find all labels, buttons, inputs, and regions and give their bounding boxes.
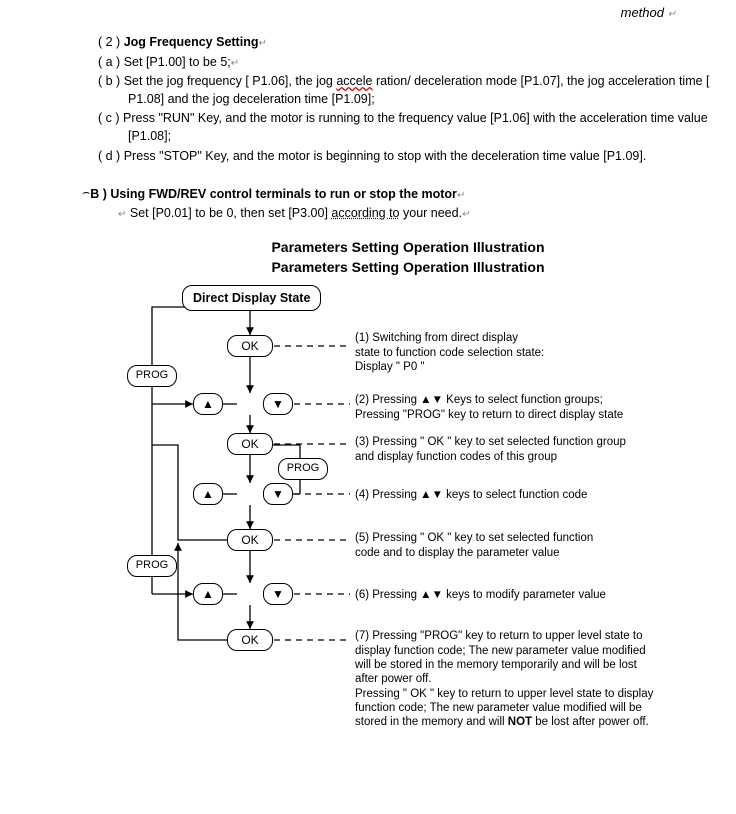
desc-5: (5) Pressing " OK " key to set selected … <box>355 531 655 560</box>
box-ok-3: OK <box>227 529 273 551</box>
sec2-title: Jog Frequency Setting <box>124 35 259 49</box>
box-up-1: ▲ <box>193 393 223 415</box>
desc-3: (3) Pressing " OK " key to set selected … <box>355 435 655 464</box>
box-ok-4: OK <box>227 629 273 651</box>
desc-4: (4) Pressing ▲▼ keys to select function … <box>355 488 655 502</box>
flowchart: Direct Display State OK PROG ▲ ▼ OK PROG… <box>10 285 718 785</box>
item-b: ( b ) Set the jog frequency [ P1.06], th… <box>98 72 718 108</box>
desc-2: (2) Pressing ▲▼ Keys to select function … <box>355 393 655 422</box>
box-direct-display: Direct Display State <box>182 285 321 311</box>
box-prog-left-1: PROG <box>127 365 177 387</box>
box-prog-right: PROG <box>278 458 328 480</box>
box-prog-left-2: PROG <box>127 555 177 577</box>
box-ok-1: OK <box>227 335 273 357</box>
section-b-set: ↵ Set [P0.01] to be 0, then set [P3.00] … <box>88 204 718 223</box>
desc-6: (6) Pressing ▲▼ keys to modify parameter… <box>355 588 655 602</box>
box-down-1: ▼ <box>263 393 293 415</box>
section-b-heading: ⌢B ) Using FWD/REV control terminals to … <box>82 185 718 204</box>
section-2-heading: ( 2 ) Jog Frequency Setting↵ <box>98 33 718 52</box>
flow-title-2: Parameters Setting Operation Illustratio… <box>98 257 718 277</box>
document-body: ( 2 ) Jog Frequency Setting↵ ( a ) Set [… <box>0 0 736 795</box>
box-down-3: ▼ <box>263 583 293 605</box>
box-ok-2: OK <box>227 433 273 455</box>
item-c: ( c ) Press "RUN" Key, and the motor is … <box>98 109 718 145</box>
desc-7: (7) Pressing "PROG" key to return to upp… <box>355 629 655 730</box>
spellcheck-word: accele <box>336 74 372 88</box>
grammar-word: according to <box>331 206 399 220</box>
flow-title-1: Parameters Setting Operation Illustratio… <box>98 237 718 257</box>
header-method: method ↵ <box>621 4 676 23</box>
item-a: ( a ) Set [P1.00] to be 5;↵ <box>98 53 718 72</box>
sec2-num: ( 2 ) <box>98 35 120 49</box>
box-up-3: ▲ <box>193 583 223 605</box>
item-d: ( d ) Press "STOP" Key, and the motor is… <box>98 147 718 165</box>
box-down-2: ▼ <box>263 483 293 505</box>
desc-1: (1) Switching from direct display state … <box>355 331 655 374</box>
box-up-2: ▲ <box>193 483 223 505</box>
